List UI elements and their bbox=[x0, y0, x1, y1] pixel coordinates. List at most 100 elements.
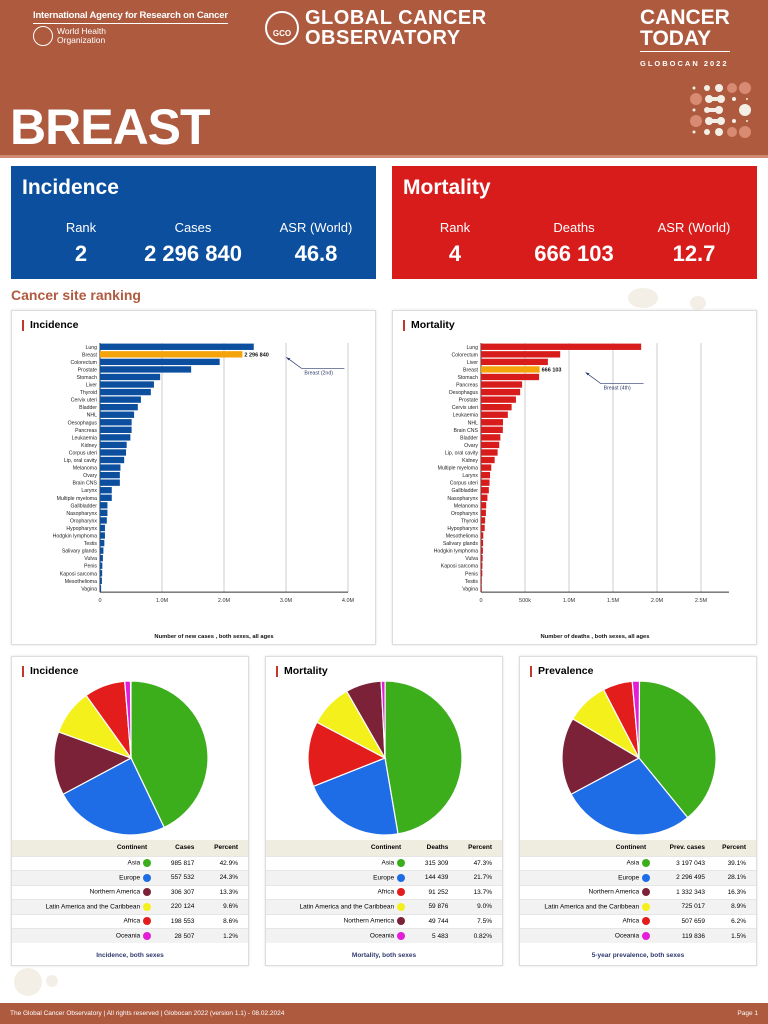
decoration bbox=[46, 975, 58, 987]
continent-cell: Latin America and the Caribbean bbox=[520, 899, 661, 914]
category-label: Testis bbox=[465, 579, 479, 585]
continent-table: Continent Deaths Percent Asia 315 309 47.3% Eu… bbox=[266, 840, 502, 943]
category-label: Kidney bbox=[462, 458, 478, 464]
page-number: Page 1 bbox=[737, 1010, 758, 1017]
value-cell: 91 252 bbox=[415, 884, 459, 900]
column-header: Continent bbox=[520, 840, 661, 856]
percent-cell: 21.7% bbox=[458, 870, 502, 885]
legend-dot-icon bbox=[642, 859, 651, 868]
category-label: Cervix uteri bbox=[452, 405, 478, 411]
continent-cell: Asia bbox=[266, 855, 416, 871]
rank-label: Rank bbox=[65, 220, 97, 235]
value-cell: 985 817 bbox=[161, 855, 205, 871]
bar bbox=[481, 585, 482, 592]
bar bbox=[481, 343, 642, 350]
continent-cell: Africa bbox=[520, 913, 661, 929]
table-row: Europe 557 532 24.3% bbox=[12, 870, 248, 885]
continent-cell: Asia bbox=[520, 855, 661, 871]
bar bbox=[481, 494, 488, 501]
category-label: Vagina bbox=[81, 586, 97, 592]
category-label: Nasopharynx bbox=[66, 511, 97, 517]
x-tick-label: 3.0M bbox=[280, 598, 293, 604]
x-tick-label: 4.0M bbox=[342, 598, 355, 604]
continent-label: Northern America bbox=[89, 888, 141, 896]
pie-slice-asia bbox=[384, 680, 463, 835]
bar bbox=[481, 419, 503, 426]
mortality-card-title: Mortality bbox=[403, 176, 491, 199]
bar bbox=[100, 494, 112, 501]
category-label: Lung bbox=[85, 345, 97, 351]
category-label: Stomach bbox=[77, 375, 98, 381]
bar bbox=[481, 532, 484, 539]
category-label: Larynx bbox=[81, 488, 97, 494]
pie-slice-africa bbox=[307, 721, 387, 788]
bar bbox=[481, 502, 487, 509]
percent-cell: 0.82% bbox=[458, 928, 502, 943]
table-header: Continent Cases Percent bbox=[12, 840, 248, 856]
x-tick-label: 500k bbox=[519, 598, 531, 604]
annotation-label: Breast (2nd) bbox=[304, 370, 333, 376]
continent-label: Asia bbox=[381, 859, 395, 867]
category-label: NHL bbox=[87, 413, 97, 419]
category-label: Hypopharynx bbox=[447, 526, 478, 532]
category-label: Melanoma bbox=[454, 503, 478, 509]
table-header: Continent Deaths Percent bbox=[266, 840, 502, 856]
legend-dot-icon bbox=[143, 902, 152, 911]
percent-cell: 1.2% bbox=[204, 928, 248, 943]
value-cell: 144 439 bbox=[415, 870, 459, 885]
bar bbox=[100, 509, 108, 517]
percent-cell: 39.1% bbox=[714, 855, 756, 871]
continent-label: Africa bbox=[123, 917, 141, 925]
panel-title: Incidence bbox=[22, 320, 78, 331]
bar bbox=[481, 577, 482, 584]
category-label: Multiple myeloma bbox=[57, 496, 97, 502]
table-caption: Mortality, both sexes bbox=[351, 952, 417, 959]
bar bbox=[100, 351, 243, 358]
bar bbox=[100, 441, 127, 449]
bar bbox=[481, 479, 490, 486]
category-label: Oesophagus bbox=[449, 390, 479, 396]
category-label: Melanoma bbox=[73, 466, 97, 472]
bar bbox=[100, 585, 102, 592]
category-label: Penis bbox=[84, 564, 97, 570]
legend-dot-icon bbox=[143, 873, 152, 882]
mortality-summary-card: Mortality Rank 4 Deaths 666 103 ASR (World… bbox=[392, 166, 757, 279]
column-header: Percent bbox=[458, 840, 502, 856]
category-label: Larynx bbox=[462, 473, 478, 479]
continent-label: Northern America bbox=[343, 917, 395, 925]
category-label: Cervix uteri bbox=[71, 398, 97, 404]
footer-text: The Global Cancer Observatory | All righ… bbox=[10, 1010, 285, 1017]
category-label: Stomach bbox=[458, 375, 479, 381]
table-row: Africa 198 553 8.6% bbox=[12, 913, 248, 929]
continent-cell: Latin America and the Caribbean bbox=[12, 899, 162, 914]
value-cell: 198 553 bbox=[161, 913, 205, 929]
bar bbox=[100, 434, 131, 441]
bar bbox=[100, 419, 132, 426]
bar bbox=[481, 449, 498, 456]
table-row: Africa 91 252 13.7% bbox=[266, 884, 502, 900]
table-row: Latin America and the Caribbean 725 017 8.… bbox=[520, 899, 756, 914]
category-label: Colorectum bbox=[70, 360, 97, 366]
asr-label: ASR (World) bbox=[657, 220, 731, 235]
table-row: Northern America 49 744 7.5% bbox=[266, 913, 502, 929]
incidence-pie-panel: Incidence Continent Cases Percent Asia 985 81… bbox=[11, 656, 249, 966]
x-tick-label: 0 bbox=[479, 598, 482, 604]
category-label: Hodgkin lymphoma bbox=[434, 549, 479, 555]
category-label: Colorectum bbox=[451, 352, 478, 358]
bar bbox=[100, 381, 154, 388]
bar bbox=[100, 343, 254, 350]
bar bbox=[100, 555, 103, 562]
bar bbox=[481, 547, 483, 554]
bar bbox=[481, 471, 491, 479]
table-row: Oceania 119 836 1.5% bbox=[520, 928, 756, 943]
continent-label: Oceania bbox=[369, 932, 395, 940]
bar bbox=[100, 487, 112, 494]
category-label: Liver bbox=[467, 360, 479, 366]
bar bbox=[481, 524, 485, 532]
category-label: Liver bbox=[86, 383, 98, 389]
legend-dot-icon bbox=[143, 859, 152, 868]
table-row: Asia 985 817 42.9% bbox=[12, 855, 248, 871]
section-title: Cancer site ranking bbox=[11, 287, 141, 303]
